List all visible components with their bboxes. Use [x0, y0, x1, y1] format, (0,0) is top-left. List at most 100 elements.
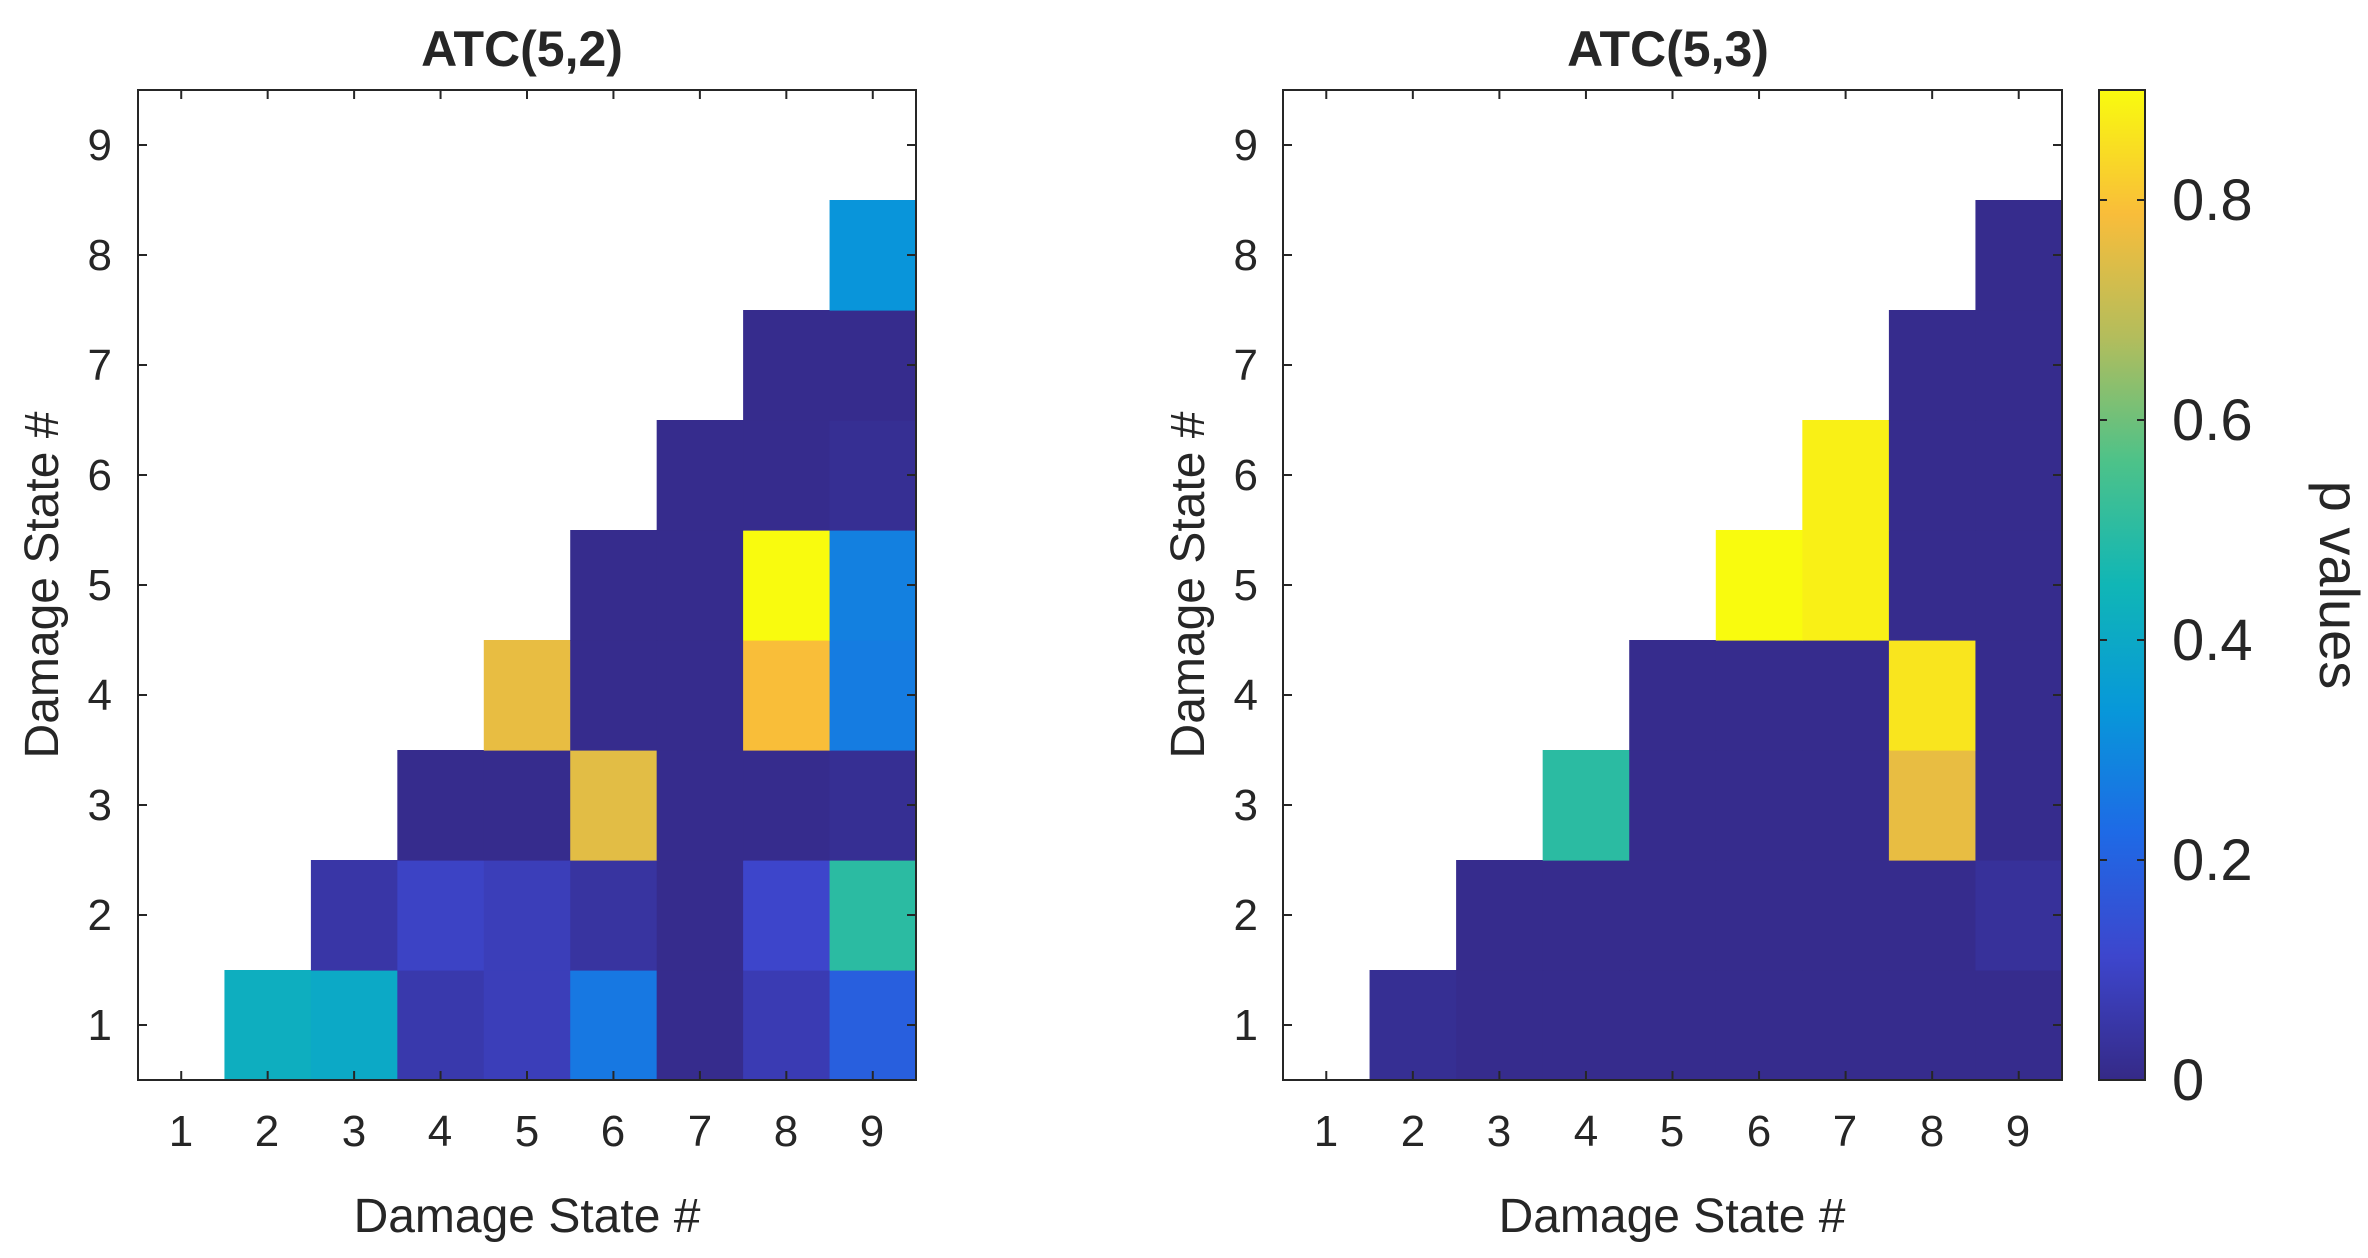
- heatmap-cell: [570, 750, 658, 861]
- x-tick-label: 3: [1487, 1107, 1511, 1156]
- heatmap-cell: [743, 750, 831, 861]
- heatmap-cell: [1888, 530, 1977, 641]
- heatmap-cell: [829, 640, 917, 751]
- x-tick-label: 9: [2006, 1107, 2030, 1156]
- heatmap-cell: [1715, 860, 1803, 971]
- heatmap-cell: [1802, 530, 1890, 641]
- y-tick-label: 1: [1234, 1001, 1258, 1050]
- heatmap-cell: [1888, 640, 1977, 751]
- heatmap-cell: [1802, 750, 1890, 861]
- heatmap-cell: [483, 640, 571, 751]
- heatmap-cell: [1975, 310, 2063, 421]
- heatmap-cell: [570, 640, 658, 751]
- colorbar-tick-label: 0.8: [2172, 168, 2253, 233]
- y-tick-label: 4: [1234, 671, 1258, 720]
- heatmap-cell: [483, 970, 571, 1081]
- y-tick-label: 5: [88, 561, 112, 610]
- heatmap-cell: [1975, 530, 2063, 641]
- heatmap-cell: [1888, 970, 1977, 1081]
- heatmap-cell: [829, 860, 917, 971]
- heatmap-cell: [656, 970, 744, 1081]
- x-tick-label: 8: [774, 1107, 798, 1156]
- y-tick-labels: 1 2 3 4 5 6 7 8 9: [88, 121, 112, 1050]
- colorbar-tick-label: 0.2: [2172, 828, 2253, 893]
- heatmap-cell: [570, 970, 658, 1081]
- x-tick-label: 3: [342, 1107, 366, 1156]
- heatmap-cell: [1456, 860, 1544, 971]
- heatmap-cell: [1456, 970, 1544, 1081]
- heatmap-cell: [1975, 750, 2063, 861]
- heatmap-cell: [1888, 310, 1977, 421]
- y-tick-label: 4: [88, 671, 112, 720]
- y-tick-label: 9: [1234, 121, 1258, 170]
- colorbar-label: p values: [2308, 481, 2368, 690]
- heatmap-cell: [829, 970, 917, 1081]
- y-tick-label: 8: [1234, 231, 1258, 280]
- y-tick-label: 7: [1234, 341, 1258, 390]
- y-tick-label: 7: [88, 341, 112, 390]
- heatmap-cell: [656, 860, 744, 971]
- colorbar-tick-labels: 0 0.2 0.4 0.6 0.8: [2172, 168, 2253, 1113]
- x-tick-label: 9: [860, 1107, 884, 1156]
- heatmap-cell: [829, 310, 917, 421]
- heatmap-cell: [1888, 750, 1977, 861]
- x-tick-labels: 1 2 3 4 5 6 7 8 9: [1314, 1107, 2030, 1156]
- y-tick-label: 9: [88, 121, 112, 170]
- colorbar-gradient: [2098, 89, 2146, 1081]
- heatmap-cell: [1888, 860, 1977, 971]
- heatmap-cell: [224, 970, 312, 1081]
- y-tick-label: 6: [1234, 451, 1258, 500]
- heatmap-cell: [397, 860, 485, 971]
- y-tick-label: 8: [88, 231, 112, 280]
- heatmap-cell: [1802, 640, 1890, 751]
- colorbar-tick-label: 0.4: [2172, 608, 2253, 673]
- panel-left: ATC(5,2) 1 2 3 4 5 6 7 8 9 1 2 3 4 5 6 7…: [16, 21, 917, 1243]
- heatmap-cell: [829, 200, 917, 311]
- heatmap-cell: [656, 530, 744, 641]
- y-tick-label: 6: [88, 451, 112, 500]
- heatmap-cell: [570, 860, 658, 971]
- y-axis-label: Damage State #: [16, 411, 69, 758]
- axis-ticks: [1283, 90, 2062, 1080]
- x-tick-label: 1: [169, 1107, 193, 1156]
- y-tick-label: 3: [88, 781, 112, 830]
- heatmap-cell: [1802, 970, 1890, 1081]
- heatmap-cell: [656, 640, 744, 751]
- heatmap-cell: [1888, 420, 1977, 531]
- x-axis-label: Damage State #: [354, 1190, 701, 1243]
- heatmap-cell: [656, 420, 744, 531]
- heatmap-cell: [656, 750, 744, 861]
- heatmap-cell: [1715, 530, 1803, 641]
- x-tick-label: 6: [1747, 1107, 1771, 1156]
- heatmap-cell: [829, 530, 917, 641]
- heatmap-cell: [1715, 640, 1803, 751]
- y-axis-label: Damage State #: [1162, 411, 1215, 758]
- heatmap-cell: [743, 530, 831, 641]
- x-tick-label: 5: [515, 1107, 539, 1156]
- panel-title: ATC(5,2): [421, 21, 623, 77]
- x-tick-label: 5: [1660, 1107, 1684, 1156]
- y-tick-label: 3: [1234, 781, 1258, 830]
- x-tick-labels: 1 2 3 4 5 6 7 8 9: [169, 1107, 884, 1156]
- heatmap-cell: [1975, 200, 2063, 311]
- heatmap-cells: [1369, 200, 2063, 1081]
- heatmap-cell: [743, 420, 831, 531]
- heatmap-cell: [397, 750, 485, 861]
- x-tick-label: 4: [428, 1107, 452, 1156]
- heatmap-cell: [1629, 640, 1717, 751]
- panel-title: ATC(5,3): [1567, 21, 1769, 77]
- x-axis-label: Damage State #: [1499, 1190, 1846, 1243]
- y-tick-label: 2: [1234, 891, 1258, 940]
- heatmap-cell: [829, 750, 917, 861]
- colorbar-tick-label: 0.6: [2172, 388, 2253, 453]
- x-tick-label: 7: [688, 1107, 712, 1156]
- colorbar-ticks: [2099, 199, 2145, 1081]
- x-tick-label: 2: [1401, 1107, 1425, 1156]
- axis-ticks: [138, 90, 916, 1080]
- heatmap-cell: [1542, 750, 1630, 861]
- x-tick-label: 7: [1833, 1107, 1857, 1156]
- heatmap-cell: [743, 970, 831, 1081]
- heatmap-cell: [1715, 970, 1803, 1081]
- heatmap-cell: [1715, 750, 1803, 861]
